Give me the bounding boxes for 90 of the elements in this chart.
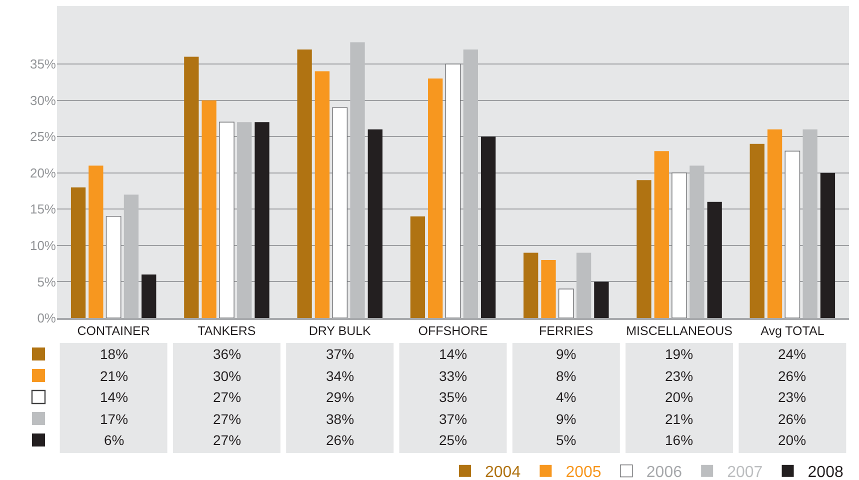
bar	[314, 71, 330, 318]
bar	[410, 216, 426, 318]
data-label: 4%	[556, 389, 576, 405]
bar	[636, 180, 652, 318]
x-tick-label: DRY BULK	[308, 324, 372, 338]
bar	[88, 166, 104, 318]
legend-label: 2004	[485, 464, 521, 480]
bar	[707, 202, 722, 318]
x-tick-label: FERRIES	[539, 324, 594, 338]
data-label: 21%	[100, 368, 128, 384]
bar	[124, 194, 139, 318]
x-tick-label: OFFSHORE	[418, 324, 488, 338]
data-label: 35%	[439, 389, 468, 405]
data-label: 17%	[100, 411, 128, 427]
data-label: 14%	[439, 346, 468, 362]
data-label: 34%	[326, 368, 354, 384]
bar	[445, 64, 461, 318]
legend-label: 2006	[646, 464, 682, 480]
data-label: 16%	[665, 432, 694, 448]
bar	[237, 122, 252, 318]
bar	[219, 122, 234, 318]
bar	[541, 260, 556, 318]
bar	[820, 172, 836, 318]
data-label: 27%	[213, 411, 242, 427]
data-label: 23%	[778, 389, 806, 405]
bar	[594, 282, 609, 318]
data-label: 24%	[778, 346, 806, 362]
data-label: 26%	[778, 368, 806, 384]
y-tick-label: 20%	[30, 165, 56, 180]
data-label: 20%	[778, 432, 806, 448]
data-label: 19%	[665, 346, 694, 362]
data-label: 30%	[213, 368, 242, 384]
bar	[106, 216, 122, 318]
bar	[654, 151, 669, 318]
legend-label: 2005	[566, 464, 602, 480]
bar	[350, 42, 365, 318]
data-label: 37%	[326, 346, 354, 362]
bar	[690, 166, 704, 318]
bar	[368, 129, 382, 318]
data-label: 6%	[104, 432, 124, 448]
y-tick-label: 25%	[30, 129, 56, 144]
data-label: 8%	[556, 368, 576, 384]
bar	[767, 129, 782, 318]
data-label: 9%	[556, 411, 576, 427]
bar	[428, 78, 443, 318]
data-label: 29%	[326, 389, 354, 405]
bar	[202, 100, 216, 318]
bar	[480, 136, 496, 318]
bar	[254, 122, 270, 318]
data-label: 18%	[100, 346, 128, 362]
y-tick-label: 30%	[30, 92, 56, 108]
y-tick-label: 10%	[30, 238, 56, 253]
bar	[332, 107, 348, 318]
bar	[750, 144, 764, 318]
y-tick-label: 15%	[30, 202, 56, 217]
data-label: 14%	[100, 389, 128, 405]
data-label: 27%	[213, 432, 242, 448]
data-label: 20%	[665, 389, 694, 405]
x-tick-label: Avg TOTAL	[760, 324, 824, 338]
data-label: 21%	[665, 411, 694, 427]
data-label: 25%	[439, 432, 468, 448]
bar	[70, 187, 86, 318]
bar	[184, 56, 199, 318]
data-label: 37%	[439, 411, 468, 427]
y-tick-label: 5%	[37, 274, 56, 290]
x-tick-label: TANKERS	[198, 324, 256, 338]
data-label: 26%	[326, 432, 354, 448]
data-label: 36%	[213, 346, 242, 362]
bar	[784, 150, 800, 318]
data-label: 27%	[213, 389, 242, 405]
data-label: 5%	[556, 432, 576, 448]
legend-label: 2007	[727, 464, 763, 480]
bar	[672, 172, 687, 318]
bar	[524, 252, 538, 318]
data-label: 23%	[665, 368, 694, 384]
bar	[142, 274, 156, 318]
bar	[802, 129, 818, 318]
x-tick-label: CONTAINER	[77, 324, 150, 338]
bar	[463, 50, 478, 318]
legend-label: 2008	[808, 464, 844, 480]
x-tick-label: MISCELLANEOUS	[626, 324, 732, 338]
data-label: 9%	[556, 346, 576, 362]
bar	[576, 252, 592, 318]
data-label: 26%	[778, 411, 806, 427]
data-label: 38%	[326, 411, 354, 427]
y-tick-label: 35%	[30, 56, 56, 72]
bar	[558, 288, 574, 318]
data-label: 33%	[439, 368, 468, 384]
y-tick-label: 0%	[37, 310, 56, 326]
bar	[297, 50, 312, 318]
